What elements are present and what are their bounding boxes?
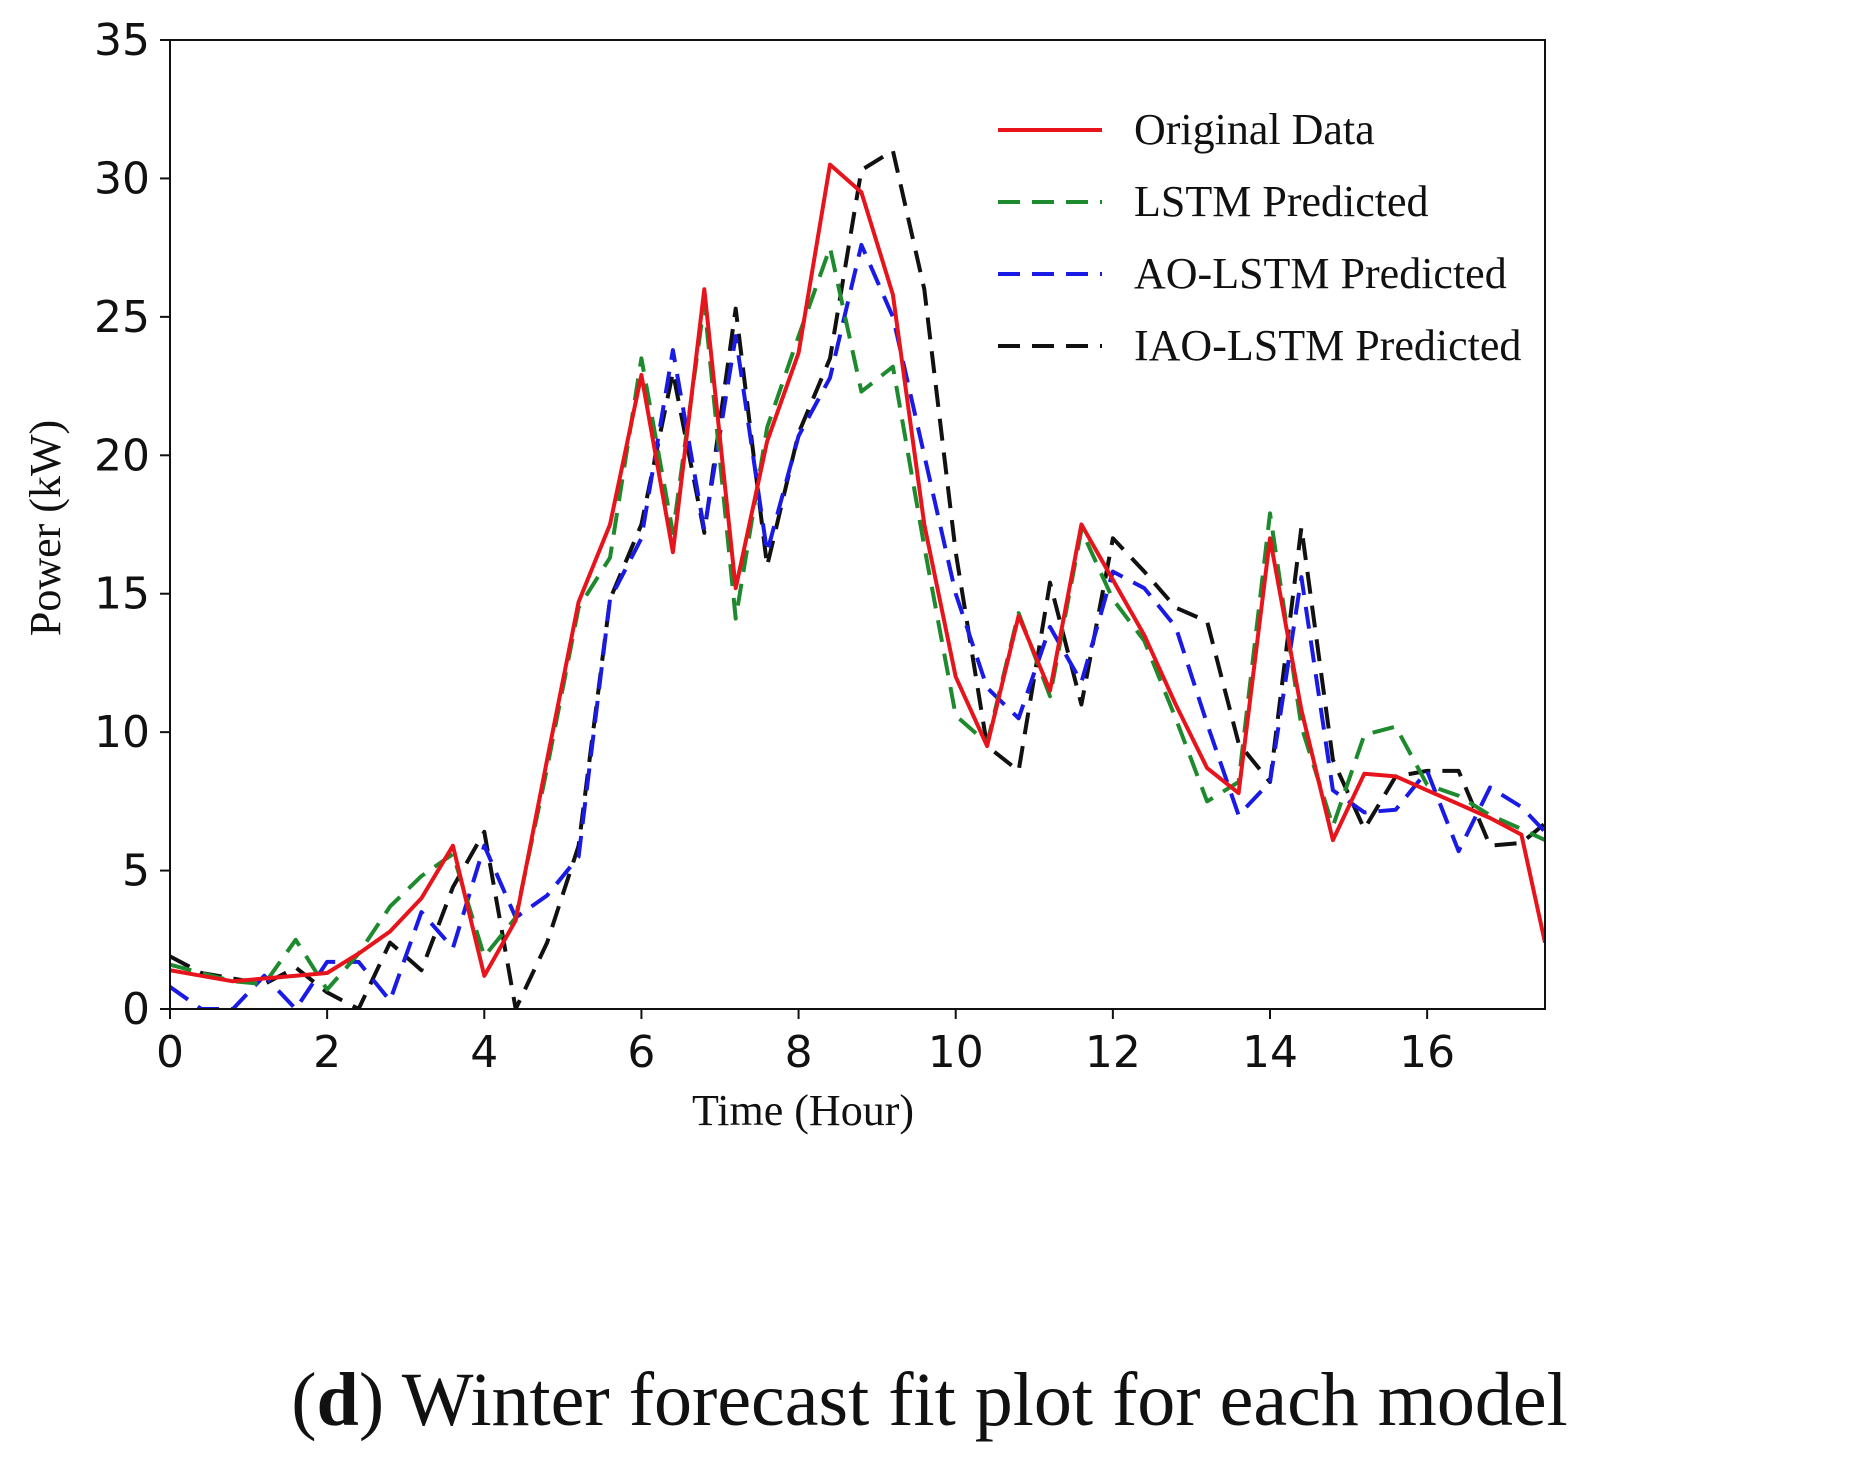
x-tick-label: 12 <box>1085 1027 1141 1078</box>
legend-label-lstm-predicted: LSTM Predicted <box>1134 177 1429 226</box>
series-line-lstm-predicted <box>170 245 1545 992</box>
legend-label-iao-lstm-predicted: IAO-LSTM Predicted <box>1134 321 1521 370</box>
x-tick-label: 8 <box>785 1027 813 1078</box>
x-tick-label: 16 <box>1399 1027 1455 1078</box>
y-tick-label: 5 <box>122 846 150 897</box>
x-axis-label: Time (Hour) <box>692 1086 914 1135</box>
y-axis-label: Power (kW) <box>21 420 70 636</box>
y-tick-label: 15 <box>94 569 150 620</box>
series-line-ao-lstm-predicted <box>170 242 1545 1009</box>
plot-frame <box>169 39 1546 1010</box>
y-tick-label: 20 <box>94 430 150 481</box>
caption-text: Winter forecast fit plot for each model <box>401 1358 1568 1442</box>
series-line-original-data <box>170 162 1545 984</box>
plot-lines <box>170 148 1545 1009</box>
x-tick-label: 2 <box>313 1027 341 1078</box>
x-tick-label: 10 <box>928 1027 984 1078</box>
y-tick-label: 30 <box>94 153 150 204</box>
x-tick-label: 0 <box>156 1027 184 1078</box>
legend-label-ao-lstm-predicted: AO-LSTM Predicted <box>1134 249 1507 298</box>
x-tick-label: 14 <box>1242 1027 1298 1078</box>
series-line-iao-lstm-predicted <box>170 148 1545 1009</box>
legend-label-original-data: Original Data <box>1134 105 1375 154</box>
x-tick-label: 6 <box>627 1027 655 1078</box>
x-tick-label: 4 <box>470 1027 498 1078</box>
figure-caption: (d) Winter forecast fit plot for each mo… <box>291 1358 1568 1442</box>
legend: Original Data LSTM Predicted AO-LSTM Predi… <box>998 105 1521 370</box>
y-tick-label: 0 <box>122 984 150 1035</box>
caption-letter: d <box>316 1358 359 1442</box>
y-tick-label: 10 <box>94 707 150 758</box>
y-tick-label: 35 <box>94 15 150 66</box>
y-tick-label: 25 <box>94 292 150 343</box>
ticks: 0 2 4 6 8 10 12 14 16 0 5 10 15 20 25 30 35 <box>94 15 1455 1078</box>
